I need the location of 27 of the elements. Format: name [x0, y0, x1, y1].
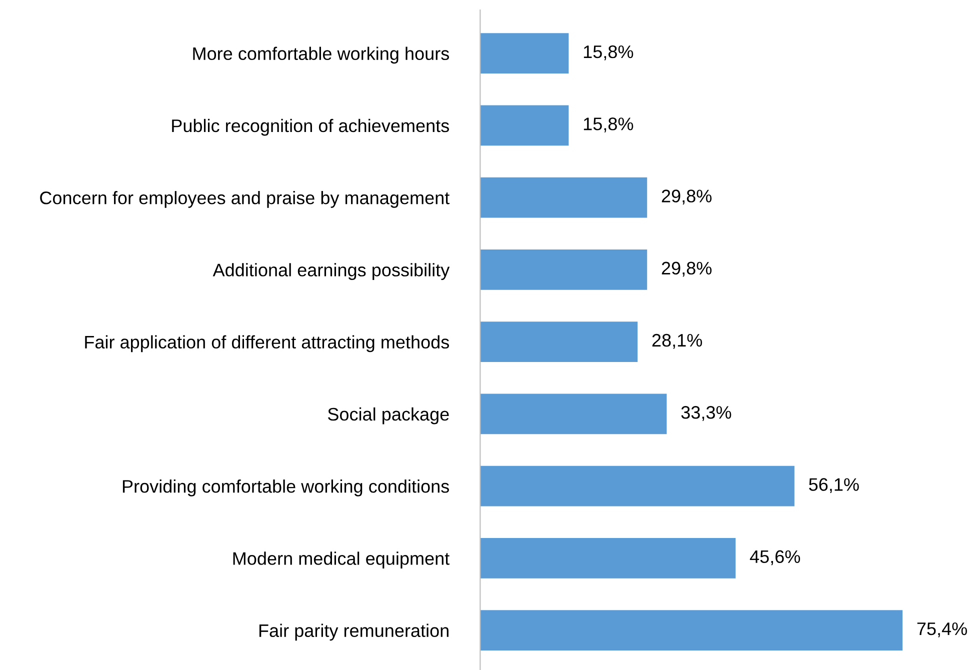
- data-label: 29,8%: [662, 262, 712, 277]
- y-tick-label: Fair parity remuneration: [259, 624, 448, 641]
- y-tick-label: Providing comfortable working conditions: [122, 480, 449, 496]
- bar: [480, 394, 667, 434]
- data-label: 29,8%: [662, 190, 712, 205]
- data-label: 45,6%: [750, 550, 800, 566]
- y-tick-label: Public recognition of achievements: [172, 118, 449, 136]
- bar: [480, 33, 569, 74]
- data-label: 15,8%: [584, 118, 634, 132]
- data-label: 75,4%: [917, 622, 967, 638]
- y-tick-label: Concern for employees and praise by management: [40, 191, 450, 208]
- y-tick-label: Modern medical equipment: [233, 552, 450, 568]
- bar: [480, 105, 569, 146]
- bar: [480, 610, 903, 651]
- bar: [480, 177, 648, 218]
- data-label: 56,1%: [809, 478, 859, 494]
- bar: [480, 322, 638, 362]
- data-label: 28,1%: [652, 334, 702, 349]
- bar: [480, 250, 648, 290]
- bar: [480, 466, 794, 506]
- y-tick-label: Social package: [328, 407, 449, 424]
- y-tick-label: Additional earnings possibility: [212, 263, 450, 280]
- y-tick-label: Fair application of different attracting methods: [85, 335, 450, 352]
- data-label: 33,3%: [681, 406, 732, 421]
- bar: [480, 538, 736, 578]
- y-tick-label: More comfortable working hours: [193, 46, 449, 64]
- data-label: 15,8%: [584, 45, 634, 60]
